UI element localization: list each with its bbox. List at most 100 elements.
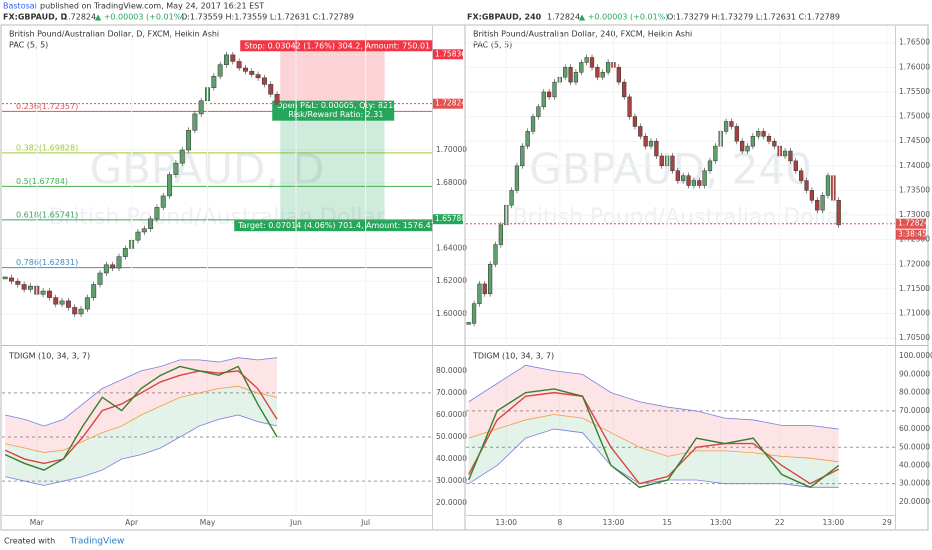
fib-label: 0.382(1.69828) [16,143,78,152]
fib-label: 0.786(1.62831) [16,258,78,267]
candle [9,277,14,282]
indicator-title: TDIGM (10, 34, 3, 7) [472,352,554,361]
y-tick-label: 80.0000 [436,366,467,375]
candle [546,91,552,98]
x-tick-label: 13:00 [823,518,845,527]
y-tick-label: 1.73500 [899,185,930,194]
candle [59,300,65,305]
candle [563,67,568,78]
candle [804,180,809,191]
indicator-line [468,428,839,488]
footer-created: Created with [4,537,55,546]
y-tick-label: 20.0000 [899,497,930,506]
countdown-bg [896,229,926,240]
x-tick-label: 13:00 [495,518,517,527]
y-tick-label: 1.70000 [436,145,467,154]
candle [793,160,798,171]
fib-label: 0.236(1.72357) [16,102,78,111]
candle [493,244,498,265]
candle [788,150,793,162]
ohlc: O:1.73279 H:1.73279 L:1.72631 C:1.72789 [667,13,840,22]
last-price: 1.72824 [63,13,96,22]
candle [224,54,229,65]
candle [217,64,223,77]
candle [141,228,147,233]
candle [116,256,122,269]
candle [173,162,179,175]
x-tick-label: 22 [775,518,785,527]
candle [707,160,713,171]
candle [530,116,536,132]
candle [616,67,621,83]
pnl-label-bg [272,100,395,121]
candle [230,54,236,62]
indicator-line [468,391,840,485]
target-label-bg [234,220,433,232]
y-tick-label: 1.76000 [899,62,930,71]
candle [211,75,217,88]
candle [40,290,46,295]
candle [697,180,702,186]
y-tick-label: 1.70500 [899,333,930,342]
legend-pac: PAC (5, 5) [473,41,512,50]
indicator-line [5,414,278,486]
candle [729,121,734,127]
candle [91,284,97,298]
candle [713,145,718,162]
y-tick-label: 1.76500 [899,38,930,47]
countdown: 3:38:45 [898,230,927,239]
candle [148,218,154,229]
candle [242,67,248,72]
candle [723,121,729,132]
rr-label: Risk/Reward Ratio: 2.31 [288,110,383,119]
x-tick-label: Jun [289,518,302,527]
band-fill-upper [468,365,839,462]
y-tick-label: 30.0000 [899,479,930,488]
x-tick-label: 13:00 [710,518,732,527]
watermark-sub: British Pound/Australian Dollar [513,205,850,230]
y-tick-label: 1.74000 [899,161,930,170]
x-tick-label: Jul [360,518,370,527]
candle [21,284,27,290]
y-tick-label: 1.68000 [436,178,467,187]
candle [192,113,198,131]
y-tick-label: 1.72000 [899,259,930,268]
legend-title: British Pound/Australian Dollar, D, FXCM… [9,30,219,39]
y-tick-label: 30.0000 [436,476,467,485]
candle [659,155,664,167]
y-tick-label: 50.0000 [899,442,930,451]
candle [466,322,471,325]
candle [97,272,103,285]
fib-label: 0.618(1.65741) [16,210,78,219]
candle [605,62,611,73]
candle [72,307,78,315]
x-tick-label: Mar [30,518,45,527]
candle [122,248,128,257]
y-tick-label: 1.71000 [899,308,930,317]
legend-pac: PAC (5, 5) [9,41,48,50]
indicator-line [4,370,278,465]
candle [65,300,71,308]
candle [84,297,90,310]
price-tag-label: 1.72824 [435,99,466,108]
y-tick-label: 40.0000 [899,460,930,469]
price-tag-label: 1.65780 [435,214,466,223]
candle [536,106,541,117]
x-tick-label: 8 [557,518,562,527]
indicator-title: TDIGM (10, 34, 3, 7) [8,352,90,361]
y-tick-label: 1.60000 [436,309,467,318]
band-fill-upper [5,357,278,453]
candle [654,140,659,157]
y-tick-label: 40.0000 [436,454,467,463]
ticker: FX:GBPAUD, D [3,13,68,22]
y-tick-label: 1.73000 [899,210,930,219]
candle [541,91,546,107]
candle [734,126,739,142]
last-price: 1.72824 [547,13,580,22]
indicator-line [468,364,839,430]
candle [579,62,584,73]
candle [681,175,686,181]
price-tag [433,49,463,60]
candle [600,72,605,78]
candle [670,155,675,171]
